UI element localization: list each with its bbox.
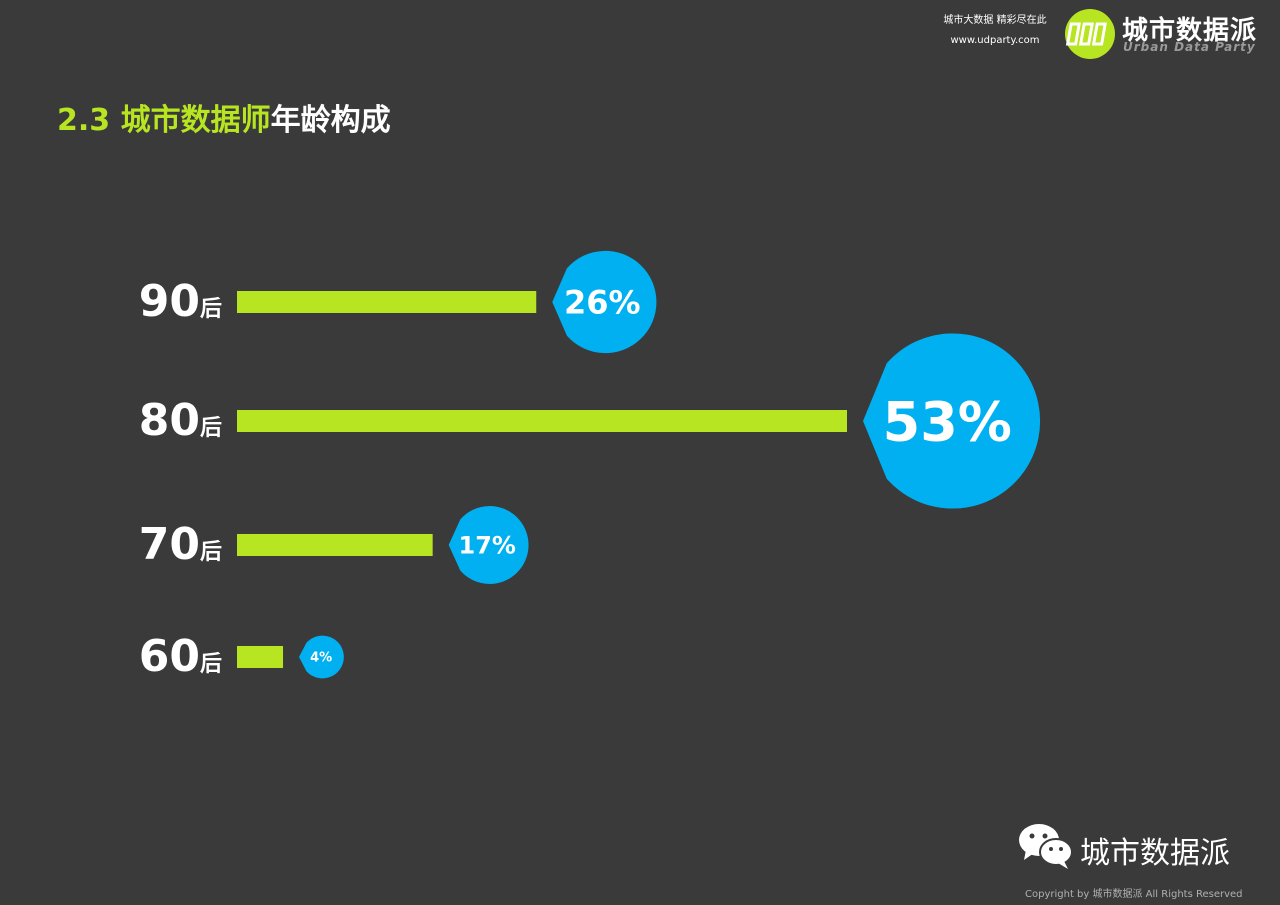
page-title: 2.3 城市数据师年龄构成 [57,95,391,139]
bar [237,291,537,313]
value-bubble [863,333,1041,509]
category-label-suffix: 后 [200,540,222,565]
value-bubble [448,506,529,584]
category-label: 90后 [139,276,222,327]
category-label-number: 90 [139,276,200,327]
copyright-text: Copyright by 城市数据派 All Rights Reserved [1025,889,1243,900]
footer-brand: 城市数据派 [1080,836,1230,871]
bar [237,410,847,432]
page-title-prefix: 2.3 城市数据师 [57,103,271,138]
header-url: www.udparty.com [950,35,1040,46]
category-label-number: 70 [139,519,200,570]
category-label-number: 80 [139,395,200,446]
brand-logo-icon [1065,9,1115,59]
category-label-suffix: 后 [200,297,222,322]
bar [237,646,284,668]
value-label: 17% [459,532,516,560]
wechat-icon [1019,824,1073,869]
bar [237,534,433,556]
category-label: 60后 [139,631,222,682]
category-label-number: 60 [139,631,200,682]
page-title-suffix: 年龄构成 [270,103,391,138]
value-label: 26% [564,284,641,322]
value-bubble [552,250,657,354]
category-label-suffix: 后 [200,416,222,441]
header-tagline: 城市大数据 精彩尽在此 [943,15,1047,26]
value-bubble [299,635,344,679]
category-label-suffix: 后 [200,652,222,677]
value-label: 4% [310,651,332,666]
brand-english-name: Urban Data Party [1123,40,1256,54]
value-label: 53% [883,390,1012,453]
brand-name: 城市数据派 [1122,16,1258,46]
category-label: 80后 [139,395,222,446]
category-label: 70后 [139,519,222,570]
